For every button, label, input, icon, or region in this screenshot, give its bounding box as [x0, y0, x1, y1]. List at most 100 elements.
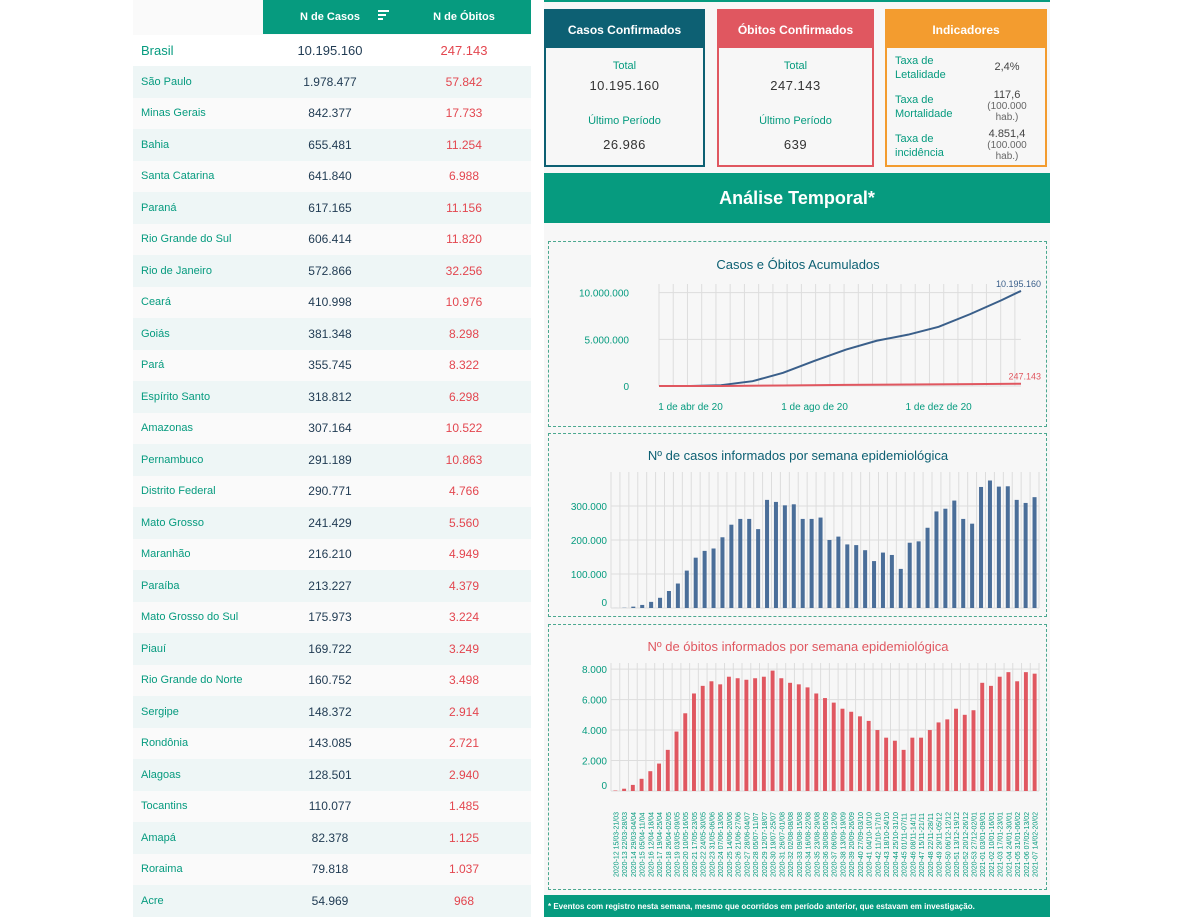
row-obitos: 5.560: [448, 515, 480, 530]
table-row[interactable]: Amazonas 307.164 10.522: [133, 413, 531, 445]
row-uf: Rio de Janeiro: [141, 264, 212, 277]
y-tick-label: 100.000: [571, 570, 608, 581]
x-tick-label: 2020-36 30/08-05/09: [823, 812, 830, 877]
row-casos: 641.840: [308, 169, 352, 184]
incidencia-value-block: 4.851,4 (100.000 hab.): [977, 129, 1037, 163]
row-obitos: 6.298: [448, 389, 480, 404]
weekly-deaths-chart[interactable]: Nº de óbitos informados por semana epide…: [548, 624, 1047, 890]
bar: [675, 583, 680, 608]
bar: [805, 687, 810, 791]
bar: [649, 601, 654, 608]
bar: [700, 685, 705, 791]
chart-title: Nº de óbitos informados por semana epide…: [647, 639, 949, 654]
x-tick-label: 2020-42 11/10-17/10: [875, 812, 882, 877]
x-tick-label: 2020-12 15/03-21/03: [613, 812, 620, 877]
table-row[interactable]: Sergipe 148.372 2.914: [133, 696, 531, 728]
bar: [979, 486, 984, 608]
bar: [934, 511, 939, 608]
table-row[interactable]: Pará 355.745 8.322: [133, 350, 531, 382]
table-row[interactable]: Amapá 82.378 1.125: [133, 822, 531, 854]
x-tick-label: 2020-25 14/06-20/06: [727, 812, 734, 877]
table-row[interactable]: Goiás 381.348 8.298: [133, 318, 531, 350]
row-obitos: 10.976: [445, 295, 483, 310]
table-row[interactable]: Acre 54.969 968: [133, 885, 531, 917]
table-row[interactable]: Roraima 79.818 1.037: [133, 854, 531, 886]
x-tick-label: 2020-49 29/11-05/12: [937, 812, 944, 877]
x-tick-label: 2020-51 13/12-19/12: [954, 812, 961, 877]
table-row[interactable]: Espírito Santo 318.812 6.298: [133, 381, 531, 413]
row-uf: Amazonas: [141, 422, 193, 435]
weekly-cases-chart[interactable]: Nº de casos informados por semana epidem…: [548, 433, 1047, 617]
row-obitos: 32.256: [445, 263, 483, 278]
header-casos[interactable]: N de Casos: [263, 0, 397, 34]
x-tick-label: 1 de dez de 20: [906, 402, 973, 413]
x-tick-label: 2020-39 20/09-26/09: [849, 812, 856, 877]
mortalidade-value: 117,6: [993, 89, 1021, 101]
table-row[interactable]: Rio Grande do Sul 606.414 11.820: [133, 224, 531, 256]
row-casos: 617.165: [308, 200, 352, 215]
header-obitos[interactable]: N de Óbitos: [397, 0, 531, 34]
bar: [648, 771, 653, 791]
x-tick-label: 2020-32 02/08-08/08: [788, 812, 795, 877]
bar: [997, 676, 1002, 791]
y-tick-label: 10.000.000: [579, 289, 629, 300]
series-end-label: 10.195.160: [996, 279, 1041, 289]
bar: [936, 722, 941, 791]
table-row[interactable]: Maranhão 216.210 4.949: [133, 539, 531, 571]
table-row[interactable]: Pernambuco 291.189 10.863: [133, 444, 531, 476]
filter-icon[interactable]: [378, 10, 389, 22]
table-row[interactable]: Santa Catarina 641.840 6.988: [133, 161, 531, 193]
table-row[interactable]: Distrito Federal 290.771 4.766: [133, 476, 531, 508]
bar: [702, 550, 707, 608]
table-row[interactable]: Mato Grosso 241.429 5.560: [133, 507, 531, 539]
bar: [657, 763, 662, 791]
x-tick-label: 2020-34 16/08-22/08: [806, 812, 813, 877]
bar: [665, 749, 670, 791]
table-row-total[interactable]: Brasil 10.195.160 247.143: [133, 35, 531, 66]
bar: [684, 570, 689, 608]
cumulative-chart[interactable]: Casos e Óbitos Acumulados 10.000.000 5.000…: [548, 241, 1047, 427]
bar: [744, 679, 749, 791]
incidencia-row: Taxa de incidência 4.851,4 (100.000 hab.…: [887, 126, 1045, 165]
y-tick-label: 5.000.000: [585, 335, 630, 346]
x-tick-label: 2020-40 27/09-03/10: [858, 812, 865, 877]
table-row[interactable]: Ceará 410.998 10.976: [133, 287, 531, 319]
row-casos: 110.077: [308, 799, 352, 814]
table-row[interactable]: Alagoas 128.501 2.940: [133, 759, 531, 791]
table-row[interactable]: Piauí 169.722 3.249: [133, 633, 531, 665]
row-casos: 355.745: [308, 358, 352, 373]
row-casos: 169.722: [308, 641, 352, 656]
x-tick-label: 2021-05 31/01-06/02: [1015, 812, 1022, 877]
row-uf: Amapá: [141, 831, 176, 844]
table-row[interactable]: Rio de Janeiro 572.866 32.256: [133, 255, 531, 287]
row-uf: Ceará: [141, 296, 171, 309]
letalidade-value: 2,4%: [994, 61, 1020, 73]
table-row[interactable]: Paraná 617.165 11.156: [133, 192, 531, 224]
table-row[interactable]: Bahia 655.481 11.254: [133, 129, 531, 161]
bar: [718, 684, 723, 791]
bar: [1023, 672, 1028, 791]
x-tick-label: 2020-20 10/05-16/05: [683, 812, 690, 877]
table-row[interactable]: Minas Gerais 842.377 17.733: [133, 98, 531, 130]
bar: [927, 730, 932, 791]
bar: [823, 698, 827, 791]
table-row[interactable]: São Paulo 1.978.477 57.842: [133, 66, 531, 98]
x-tick-label: 2021-04 24/01-30/01: [1006, 812, 1013, 877]
row-casos: 175.973: [308, 610, 352, 625]
x-tick-label: 2020-14 29/03-04/04: [631, 812, 638, 877]
x-tick-label: 2020-50 06/12-12/12: [945, 812, 952, 877]
table-row[interactable]: Mato Grosso do Sul 175.973 3.224: [133, 602, 531, 634]
row-casos: 318.812: [308, 389, 352, 404]
x-tick-label: 2020-27 28/06-04/07: [744, 812, 751, 877]
bar: [1032, 497, 1037, 608]
table-row[interactable]: Tocantins 110.077 1.485: [133, 791, 531, 823]
table-row[interactable]: Rio Grande do Norte 160.752 3.498: [133, 665, 531, 697]
bar: [971, 710, 976, 791]
table-row[interactable]: Rondônia 143.085 2.721: [133, 728, 531, 760]
row-uf: Espírito Santo: [141, 390, 211, 403]
row-obitos: 11.254: [446, 137, 482, 152]
x-tick-label: 2020-28 05/07-11/07: [753, 812, 760, 877]
row-obitos: 1.485: [448, 799, 480, 814]
table-row[interactable]: Paraíba 213.227 4.379: [133, 570, 531, 602]
row-obitos: 4.949: [448, 547, 480, 562]
